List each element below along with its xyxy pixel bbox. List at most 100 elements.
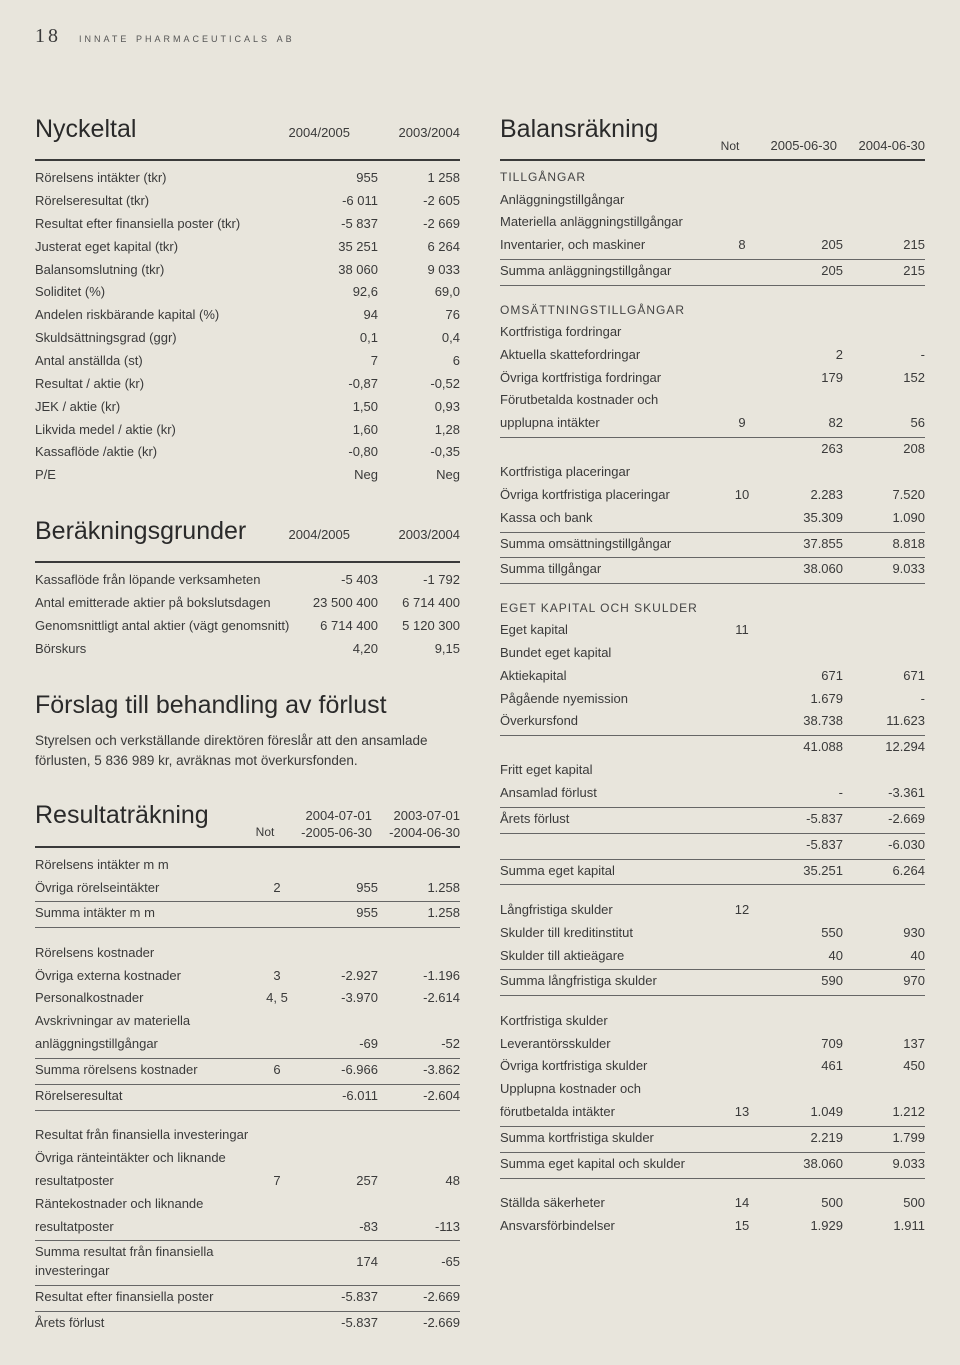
val: -2.669 [378,1286,460,1312]
val: -6.030 [843,833,925,859]
val: -6.966 [296,1058,378,1084]
row-label: Förutbetalda kostnader och [500,389,925,412]
val: 1.049 [761,1101,843,1126]
val: -5.837 [761,807,843,833]
val: 12.294 [843,736,925,759]
val: 461 [761,1055,843,1078]
berakning-title: Beräkningsgrunder [35,513,246,549]
val: 930 [843,922,925,945]
note: 7 [258,1170,296,1193]
val: 40 [843,945,925,970]
val: 69,0 [378,281,460,304]
val: - [843,344,925,367]
forslag-body: Styrelsen och verkställande direktören f… [35,731,460,772]
balans-table: TILLGÅNGAR Anläggningstillgångar Materie… [500,167,925,1238]
row-label: Justerat eget kapital (tkr) [35,236,296,259]
row-label: Pågående nyemission [500,688,723,711]
val: 2.219 [761,1126,843,1152]
note: 9 [723,412,761,437]
val: -3.361 [843,782,925,807]
berakning-head: Beräkningsgrunder 2004/2005 2003/2004 [35,513,460,563]
val: 152 [843,367,925,390]
val: -1 792 [378,569,460,592]
val: 263 [761,438,843,461]
resultat-title: Resultaträkning [35,797,209,833]
val: 7.520 [843,484,925,507]
period: 2004-06-30 [843,138,925,155]
val: - [761,782,843,807]
row-label: Kassaflöde /aktie (kr) [35,441,296,464]
not-label: Not [711,138,749,155]
val: 1,28 [378,419,460,442]
page-number: 18 [35,22,61,51]
val: 9 033 [378,259,460,282]
val: 955 [296,167,378,190]
row-label: Resultat / aktie (kr) [35,373,296,396]
val: 38.060 [761,1152,843,1178]
row-label: anläggningstillgångar [35,1033,258,1058]
section-head: EGET KAPITAL OCH SKULDER [500,598,925,619]
row-label: Likvida medel / aktie (kr) [35,419,296,442]
balans-title: Balansräkning [500,111,658,147]
val: 56 [843,412,925,437]
berakning-table: Kassaflöde från löpande verksamheten-5 4… [35,569,460,660]
row-label: Summa intäkter m m [35,902,258,928]
company-name: innate pharmaceuticals ab [79,29,295,48]
val: 2 [761,344,843,367]
row-label: JEK / aktie (kr) [35,396,296,419]
right-column: Balansräkning Not 2005-06-30 2004-06-30 … [500,111,925,1335]
row-label: Summa omsättningstillgångar [500,532,723,558]
val: 48 [378,1170,460,1193]
row-label: Summa kortfristiga skulder [500,1126,723,1152]
val: 38.738 [761,710,843,735]
nyckeltal-head: Nyckeltal 2004/2005 2003/2004 [35,111,460,161]
val: -113 [378,1216,460,1241]
period-bot: -2005-06-30 [290,825,372,842]
val: 955 [296,877,378,902]
row-label: Årets förlust [500,807,723,833]
row-label: Inventarier, och maskiner [500,234,723,259]
row-label: Resultat efter finansiella poster [35,1286,258,1312]
row-label: Räntekostnader och liknande [35,1193,460,1216]
val: 6 264 [378,236,460,259]
period: 2003/2004 [378,526,460,545]
val: -0,35 [378,441,460,464]
row-label: Summa eget kapital och skulder [500,1152,723,1178]
val: 37.855 [761,532,843,558]
section-head: Resultat från finansiella investeringar [35,1124,460,1147]
nyckeltal-table: Rörelsens intäkter (tkr)9551 258Rörelser… [35,167,460,487]
section-head: Rörelsens kostnader [35,942,460,965]
row-label: Övriga kortfristiga skulder [500,1055,723,1078]
row-label: Övriga kortfristiga fordringar [500,367,723,390]
val: 1 258 [378,167,460,190]
val: -65 [378,1241,460,1286]
section-head: Fritt eget kapital [500,759,925,782]
val: 1.090 [843,507,925,532]
section-head: Anläggningstillgångar [500,189,925,212]
val: -69 [296,1033,378,1058]
val: 205 [761,234,843,259]
val: -5.837 [296,1311,378,1334]
row-label: Soliditet (%) [35,281,296,304]
val: -1.196 [378,965,460,988]
val: -2 605 [378,190,460,213]
row-label: Övriga rörelseintäkter [35,877,258,902]
val: 6 714 400 [378,592,460,615]
val: -6 011 [296,190,378,213]
val: 38 060 [296,259,378,282]
row-label: Leverantörsskulder [500,1033,723,1056]
val: 1.258 [378,902,460,928]
row-label: Summa långfristiga skulder [500,970,723,996]
val: -5.837 [761,833,843,859]
row-label: Resultat efter finansiella poster (tkr) [35,213,296,236]
page-header: 18 innate pharmaceuticals ab [35,22,925,51]
row-label: förutbetalda intäkter [500,1101,723,1126]
val: 970 [843,970,925,996]
resultat-head: Resultaträkning Not 2004-07-01 -2005-06-… [35,797,460,847]
row-label: Summa tillgångar [500,558,723,584]
val: 215 [843,260,925,286]
row-label: upplupna intäkter [500,412,723,437]
row-label: Antal emitterade aktier på bokslutsdagen [35,592,296,615]
row-label: P/E [35,464,296,487]
val: 179 [761,367,843,390]
